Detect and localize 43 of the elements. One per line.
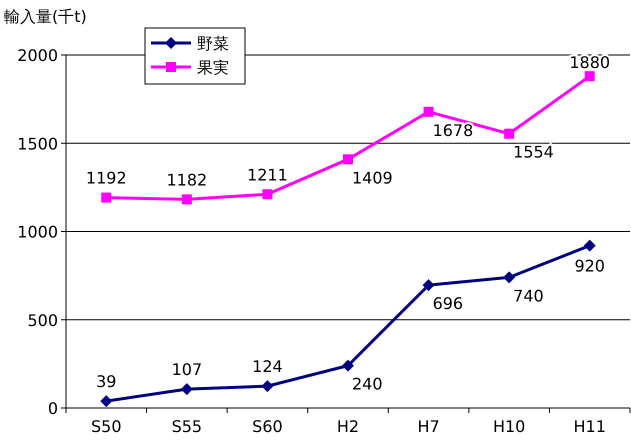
data-label: 1678 xyxy=(432,120,474,140)
point xyxy=(180,383,193,396)
point xyxy=(182,194,192,204)
point xyxy=(343,154,353,164)
legend-label: 野菜 xyxy=(197,34,229,53)
point xyxy=(342,360,354,372)
data-label: 240 xyxy=(352,374,383,394)
x-tick-label: H7 xyxy=(417,417,440,436)
data-label: 1554 xyxy=(513,142,554,162)
data-label: 1409 xyxy=(352,168,393,188)
point xyxy=(101,192,112,203)
data-label: 1182 xyxy=(166,170,208,190)
point xyxy=(261,380,274,392)
point xyxy=(422,279,435,292)
x-tick-label: H11 xyxy=(574,417,606,436)
point xyxy=(100,395,112,408)
y-tick-label: 0 xyxy=(48,399,58,418)
data-label: 39 xyxy=(96,372,116,392)
data-label: 1880 xyxy=(569,53,610,72)
data-label: 740 xyxy=(513,286,544,306)
data-label: 1211 xyxy=(247,165,288,184)
point xyxy=(584,71,595,82)
point xyxy=(262,189,272,200)
point xyxy=(503,271,516,284)
point xyxy=(504,128,514,139)
x-tick-label: S55 xyxy=(172,417,202,436)
y-tick-label: 1000 xyxy=(17,222,58,242)
data-label: 1192 xyxy=(86,168,127,188)
data-label: 920 xyxy=(574,256,605,276)
x-tick-label: S60 xyxy=(252,417,283,436)
data-label: 124 xyxy=(252,357,283,376)
data-label: 107 xyxy=(172,360,202,380)
y-tick-label: 1500 xyxy=(17,134,58,154)
point xyxy=(424,106,434,117)
x-tick-label: H2 xyxy=(336,417,360,436)
x-tick-label: H10 xyxy=(492,417,526,436)
data-label: 696 xyxy=(432,294,464,314)
y-tick-label: 2000 xyxy=(17,46,58,65)
y-tick-label: 500 xyxy=(27,310,58,330)
y-axis-title: 輸入量(千t) xyxy=(4,7,87,26)
legend-label: 果実 xyxy=(197,58,229,77)
point xyxy=(584,240,596,252)
x-tick-label: S50 xyxy=(91,417,122,436)
